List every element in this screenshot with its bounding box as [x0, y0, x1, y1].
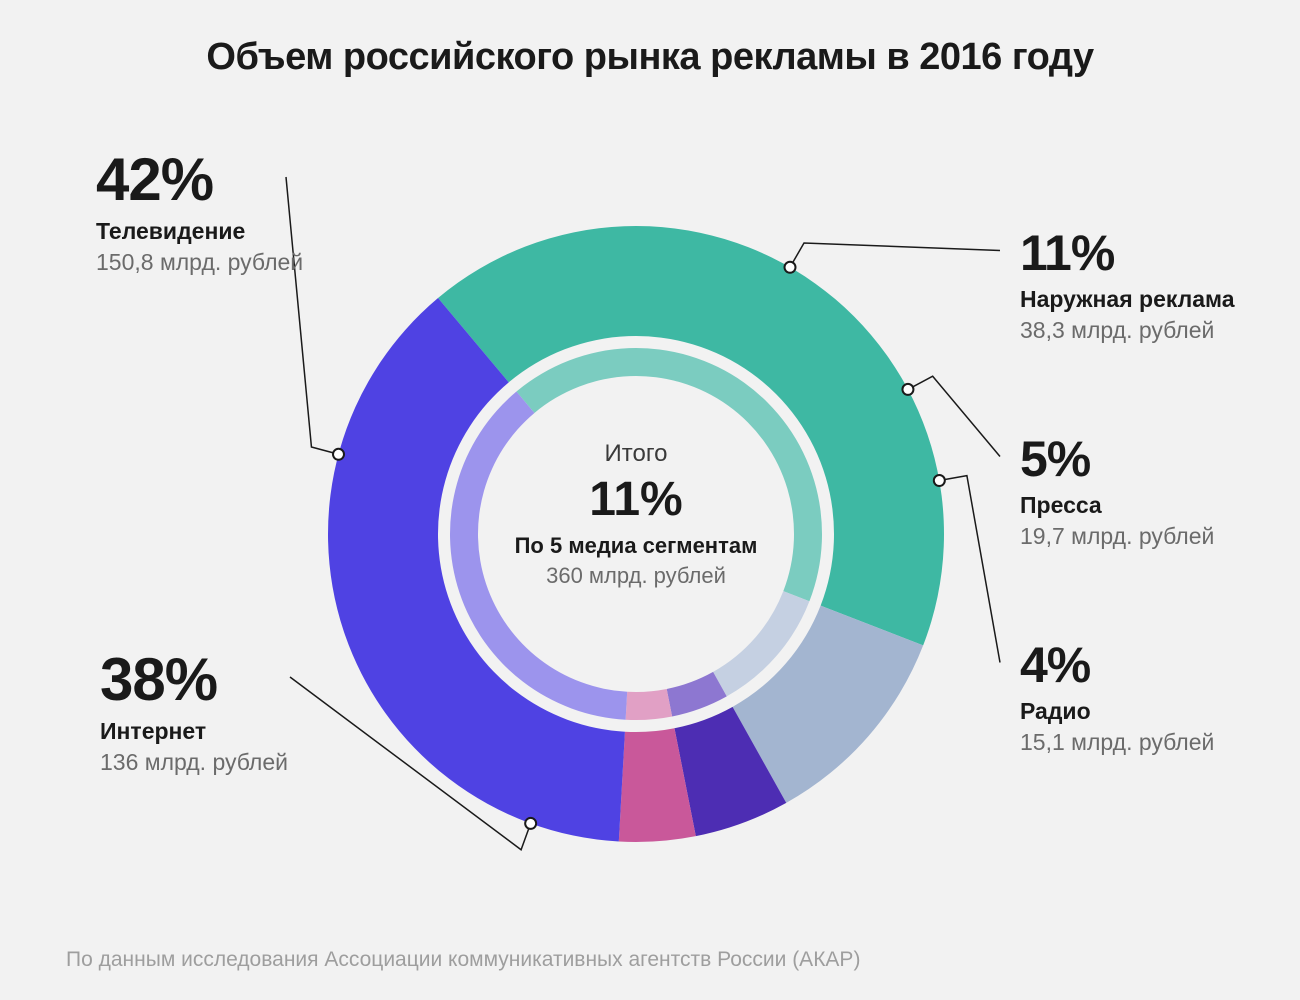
label-name-radio: Радио — [1020, 698, 1214, 725]
center-total-label: Итого — [476, 440, 796, 468]
chart-footer: По данным исследования Ассоциации коммун… — [66, 948, 860, 972]
label-outdoor: 11% Наружная реклама 38,3 млрд. рублей — [1020, 228, 1235, 344]
label-name-tv: Телевидение — [96, 218, 303, 245]
label-press: 5% Пресса 19,7 млрд. рублей — [1020, 434, 1214, 550]
label-internet: 38% Интернет 136 млрд. рублей — [100, 650, 288, 776]
chart-center-block: Итого 11% По 5 медиа сегментам 360 млрд.… — [476, 440, 796, 589]
leader-dot-outdoor — [785, 262, 796, 273]
label-name-outdoor: Наружная реклама — [1020, 286, 1235, 313]
label-value-tv: 150,8 млрд. рублей — [96, 249, 303, 276]
label-tv: 42% Телевидение 150,8 млрд. рублей — [96, 150, 303, 276]
label-value-outdoor: 38,3 млрд. рублей — [1020, 317, 1235, 344]
label-name-internet: Интернет — [100, 718, 288, 745]
leader-dot-internet — [525, 818, 536, 829]
label-name-press: Пресса — [1020, 492, 1214, 519]
label-radio: 4% Радио 15,1 млрд. рублей — [1020, 640, 1214, 756]
label-percent-radio: 4% — [1020, 640, 1214, 690]
leader-line-outdoor — [790, 243, 1000, 267]
page-title: Объем российского рынка рекламы в 2016 г… — [0, 36, 1300, 79]
label-percent-press: 5% — [1020, 434, 1214, 484]
leader-dot-radio — [934, 475, 945, 486]
donut-inner-radio — [626, 689, 673, 720]
center-percent: 11% — [476, 472, 796, 527]
leader-line-radio — [939, 476, 1000, 663]
label-value-internet: 136 млрд. рублей — [100, 749, 288, 776]
label-percent-outdoor: 11% — [1020, 228, 1235, 278]
chart-container: Объем российского рынка рекламы в 2016 г… — [0, 0, 1300, 1000]
label-percent-tv: 42% — [96, 150, 303, 210]
center-value: 360 млрд. рублей — [476, 563, 796, 589]
label-percent-internet: 38% — [100, 650, 288, 710]
label-value-radio: 15,1 млрд. рублей — [1020, 729, 1214, 756]
label-value-press: 19,7 млрд. рублей — [1020, 523, 1214, 550]
center-subtitle: По 5 медиа сегментам — [476, 533, 796, 559]
leader-dot-tv — [333, 449, 344, 460]
leader-dot-press — [902, 384, 913, 395]
